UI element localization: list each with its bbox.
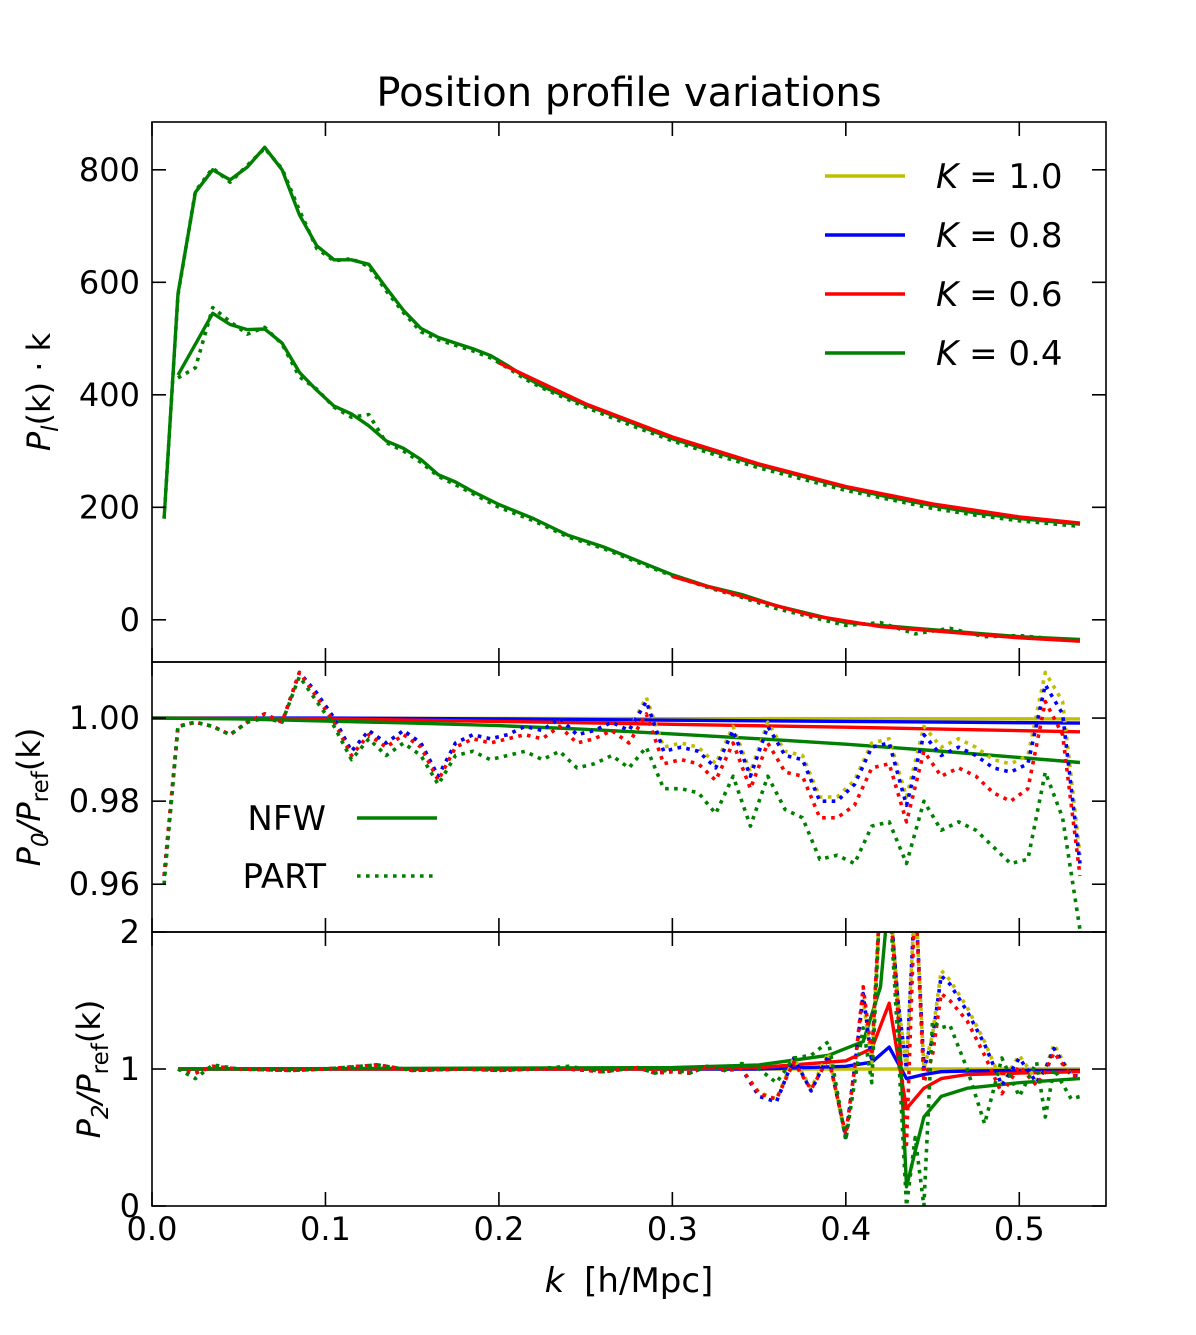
x-tick-label-1: 0.1 [300, 1210, 351, 1248]
series-line-bottom-1 [178, 1045, 1080, 1081]
svg-text:k [h/Mpc]: k [h/Mpc] [545, 1261, 714, 1301]
y-tick-label-mid-2: 1.00 [69, 699, 140, 737]
y-tick-label-mid-1: 0.98 [69, 782, 140, 820]
x-tick-label-4: 0.4 [820, 1210, 871, 1248]
y-tick-label-mid-0: 0.96 [69, 865, 140, 903]
chart-title: Position profile variations [376, 70, 881, 116]
series-group [152, 670, 1082, 931]
panel-mid: 0.96 0.98 1.00 P0/Pref(k) NFW PART [10, 661, 1107, 933]
y-axis-label-mid: P0/Pref(k) [10, 728, 54, 867]
legend-label-0: K = 1.0 [936, 157, 1062, 197]
y-tick-label-bottom-1: 1 [120, 1050, 140, 1088]
series-line-mid-6 [162, 670, 1082, 877]
series-line-bottom-5 [177, 932, 1080, 1140]
series-group [162, 145, 1081, 643]
y-axis-label-bottom: P2/Pref(k) [70, 1000, 114, 1139]
series-group [177, 932, 1081, 1206]
series-line-bottom-2 [178, 1001, 1081, 1111]
y-tick-label-top-3: 600 [79, 263, 140, 301]
legend-top: K = 1.0 K = 0.8 K = 0.6 K = 0.4 [825, 157, 1062, 374]
x-tick-label-0: 0.0 [127, 1210, 178, 1248]
panel-bottom: 0 1 2 P2/Pref(k) 0.0 0.1 0.2 0.3 0.4 0.5 [70, 913, 1107, 1248]
legend-label-3: K = 0.4 [936, 334, 1062, 374]
series-line-bottom-7 [177, 932, 1081, 1206]
x-tick-label-5: 0.5 [994, 1210, 1045, 1248]
legend-style-label-0: NFW [247, 799, 326, 839]
series-line-mid-3 [152, 716, 1081, 765]
x-axis-label-unit: [h/Mpc] [584, 1261, 713, 1301]
y-axis-label-top: Pl(k) · k [20, 332, 64, 451]
series-line-bottom-4 [177, 932, 1080, 1142]
legend-label-2: K = 0.6 [936, 275, 1062, 315]
y-tick-label-bottom-0: 0 [120, 1187, 140, 1225]
series-line-top-5 [671, 574, 1081, 643]
x-tick-label-3: 0.3 [647, 1210, 698, 1248]
y-tick-label-top-2: 400 [79, 376, 140, 414]
x-tick-label-2: 0.2 [473, 1210, 524, 1248]
legend-mid: NFW PART [242, 799, 437, 897]
series-line-top-2 [162, 146, 1081, 529]
x-axis-label: k [h/Mpc] [545, 1261, 714, 1301]
y-tick-label-top-1: 200 [79, 488, 140, 526]
y-tick-label-top-0: 0 [120, 601, 140, 639]
series-line-bottom-6 [177, 932, 1080, 1147]
y-tick-label-bottom-2: 2 [120, 913, 140, 951]
series-line-bottom-3 [177, 932, 1081, 1189]
legend-style-label-1: PART [242, 857, 326, 897]
series-line-mid-7 [162, 674, 1082, 931]
y-tick-label-top-4: 800 [79, 151, 140, 189]
series-line-top-3 [177, 305, 1081, 643]
x-axis-label-symbol: k [545, 1261, 566, 1301]
legend-label-1: K = 0.8 [936, 216, 1062, 256]
series-line-top-4 [498, 361, 1081, 525]
